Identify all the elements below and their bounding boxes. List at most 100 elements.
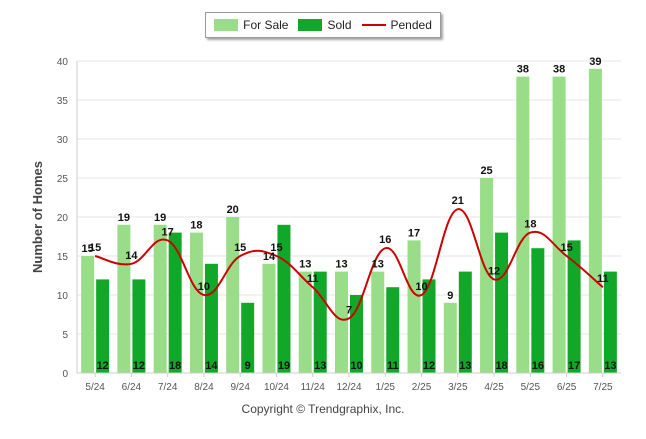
- x-tick-label-9-24: 9/24: [230, 382, 250, 393]
- x-tick-label-12-24: 12/24: [336, 382, 361, 393]
- data-label-sold-8-24: 14: [205, 360, 218, 372]
- x-tick-label-10-24: 10/24: [264, 382, 289, 393]
- data-label-pended-8-24: 10: [198, 281, 210, 293]
- x-tick-label-2-25: 2/25: [412, 382, 432, 393]
- data-label-for-sale-1-25: 13: [372, 259, 384, 271]
- data-label-sold-11-24: 13: [314, 360, 326, 372]
- legend-swatch-for-sale: [214, 19, 238, 31]
- data-label-sold-9-24: 9: [245, 360, 251, 372]
- bar-sold-4-25: [495, 233, 508, 373]
- bar-for-sale-6-24: [117, 225, 130, 373]
- y-tick-label-40: 40: [57, 57, 69, 68]
- x-tick-label-4-25: 4/25: [484, 382, 504, 393]
- bar-for-sale-7-24: [154, 225, 167, 373]
- data-label-sold-1-25: 11: [387, 360, 399, 372]
- bar-for-sale-1-25: [371, 272, 384, 373]
- x-tick-label-5-24: 5/24: [85, 382, 105, 393]
- bar-sold-5-24: [96, 279, 109, 373]
- data-label-pended-2-25: 10: [415, 281, 427, 293]
- x-tick-label-3-25: 3/25: [448, 382, 468, 393]
- bar-for-sale-7-25: [589, 69, 602, 373]
- copyright-text: Copyright © Trendgraphix, Inc.: [0, 402, 646, 416]
- bar-for-sale-6-25: [553, 77, 566, 373]
- data-label-pended-11-24: 11: [307, 273, 319, 285]
- y-tick-label-5: 5: [62, 330, 68, 341]
- x-tick-label-7-25: 7/25: [593, 382, 613, 393]
- data-label-pended-6-25: 15: [560, 242, 572, 254]
- data-label-sold-5-25: 16: [532, 360, 544, 372]
- y-tick-label-10: 10: [57, 291, 69, 302]
- data-label-sold-7-25: 13: [604, 360, 616, 372]
- data-label-for-sale-6-25: 38: [553, 64, 565, 76]
- x-tick-label-11-24: 11/24: [301, 382, 326, 393]
- x-tick-label-7-24: 7/24: [158, 382, 178, 393]
- legend-label-sold: Sold: [327, 18, 351, 32]
- data-label-for-sale-8-24: 18: [190, 220, 202, 232]
- bar-for-sale-10-24: [262, 264, 275, 373]
- x-tick-label-8-24: 8/24: [194, 382, 214, 393]
- data-label-pended-4-25: 12: [488, 265, 500, 277]
- bar-sold-5-25: [531, 248, 544, 373]
- bar-for-sale-2-25: [408, 240, 421, 373]
- data-label-pended-5-25: 18: [524, 219, 536, 231]
- bar-for-sale-5-24: [81, 256, 94, 373]
- data-label-sold-7-24: 18: [169, 360, 181, 372]
- bar-for-sale-3-25: [444, 303, 457, 373]
- data-label-pended-7-24: 17: [162, 226, 174, 238]
- data-label-sold-5-24: 12: [97, 360, 109, 372]
- y-tick-label-0: 0: [62, 369, 68, 380]
- data-label-pended-9-24: 15: [234, 242, 246, 254]
- legend-swatch-pended: [362, 24, 386, 26]
- data-label-for-sale-7-24: 19: [154, 212, 166, 224]
- data-label-for-sale-11-24: 13: [299, 259, 311, 271]
- data-label-pended-7-25: 11: [597, 273, 609, 285]
- bar-sold-7-25: [604, 272, 617, 373]
- data-label-pended-1-25: 16: [379, 234, 391, 246]
- y-tick-label-25: 25: [57, 174, 69, 185]
- legend-swatch-sold: [298, 19, 322, 31]
- y-tick-label-15: 15: [57, 252, 69, 263]
- bar-for-sale-12-24: [335, 272, 348, 373]
- data-label-pended-12-24: 7: [346, 304, 352, 316]
- data-label-for-sale-2-25: 17: [408, 227, 420, 239]
- legend-item-for-sale[interactable]: For Sale: [214, 18, 288, 32]
- bar-sold-6-25: [568, 240, 581, 373]
- data-label-for-sale-7-25: 39: [589, 56, 601, 68]
- data-label-pended-3-25: 21: [452, 195, 464, 207]
- legend-item-sold[interactable]: Sold: [298, 18, 351, 32]
- data-label-pended-10-24: 15: [270, 242, 282, 254]
- legend-label-for-sale: For Sale: [243, 18, 288, 32]
- data-label-for-sale-9-24: 20: [227, 204, 239, 216]
- data-label-sold-2-25: 12: [423, 360, 435, 372]
- y-tick-label-20: 20: [57, 213, 69, 224]
- chart-legend: For Sale Sold Pended: [205, 12, 441, 38]
- data-label-sold-6-24: 12: [133, 360, 145, 372]
- data-label-sold-3-25: 13: [459, 360, 471, 372]
- data-label-for-sale-3-25: 9: [447, 290, 453, 302]
- data-label-sold-12-24: 10: [350, 360, 362, 372]
- y-axis-title: Number of Homes: [30, 161, 45, 273]
- data-label-pended-6-24: 14: [125, 250, 138, 262]
- data-label-pended-5-24: 15: [89, 242, 101, 254]
- data-label-for-sale-5-25: 38: [517, 64, 529, 76]
- bar-sold-11-24: [314, 272, 327, 373]
- bar-for-sale-9-24: [226, 217, 239, 373]
- x-tick-label-6-24: 6/24: [122, 382, 142, 393]
- data-label-sold-4-25: 18: [495, 360, 507, 372]
- y-tick-label-30: 30: [57, 135, 69, 146]
- data-label-for-sale-4-25: 25: [480, 165, 492, 177]
- y-tick-label-35: 35: [57, 96, 69, 107]
- x-tick-label-5-25: 5/25: [521, 382, 541, 393]
- data-label-sold-10-24: 19: [278, 360, 290, 372]
- bar-sold-3-25: [459, 272, 472, 373]
- legend-item-pended[interactable]: Pended: [362, 18, 432, 32]
- bar-for-sale-8-24: [190, 233, 203, 373]
- x-tick-label-1-25: 1/25: [376, 382, 396, 393]
- x-tick-label-6-25: 6/25: [557, 382, 577, 393]
- data-label-sold-6-25: 17: [568, 360, 580, 372]
- data-label-for-sale-12-24: 13: [335, 259, 347, 271]
- data-label-for-sale-6-24: 19: [118, 212, 130, 224]
- bar-for-sale-11-24: [299, 272, 312, 373]
